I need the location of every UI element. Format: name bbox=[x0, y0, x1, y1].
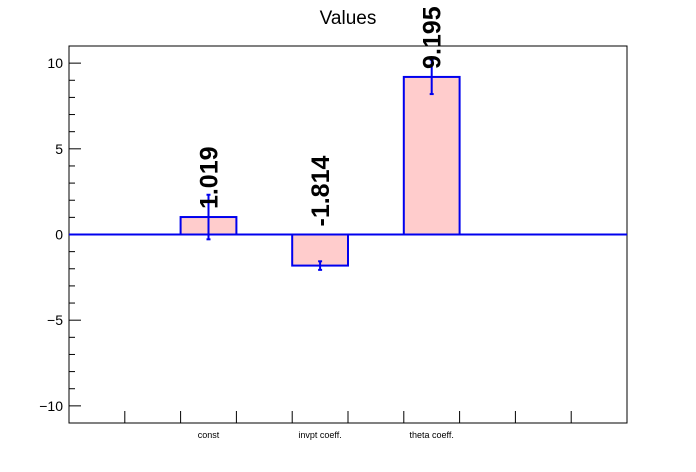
data-label: 1.019 bbox=[196, 146, 224, 209]
bar bbox=[402, 75, 461, 236]
data-label: 9.195 bbox=[419, 6, 447, 69]
y-tick-label: −10 bbox=[39, 398, 63, 414]
y-tick-label: 5 bbox=[55, 141, 63, 157]
data-label: -1.814 bbox=[307, 156, 335, 227]
y-tick-label: 0 bbox=[55, 227, 63, 243]
x-tick-label: const bbox=[198, 430, 220, 440]
chart-title: Values bbox=[320, 8, 377, 29]
y-tick-label: −5 bbox=[47, 312, 63, 328]
x-tick-label: invpt coeff. bbox=[298, 430, 341, 440]
plot-area: −10 −5 0 5 10 1.019 -1.814 9.195 const invpt coef… bbox=[39, 6, 628, 440]
y-tick-label: 10 bbox=[47, 55, 63, 71]
x-tick-label: theta coeff. bbox=[410, 430, 454, 440]
